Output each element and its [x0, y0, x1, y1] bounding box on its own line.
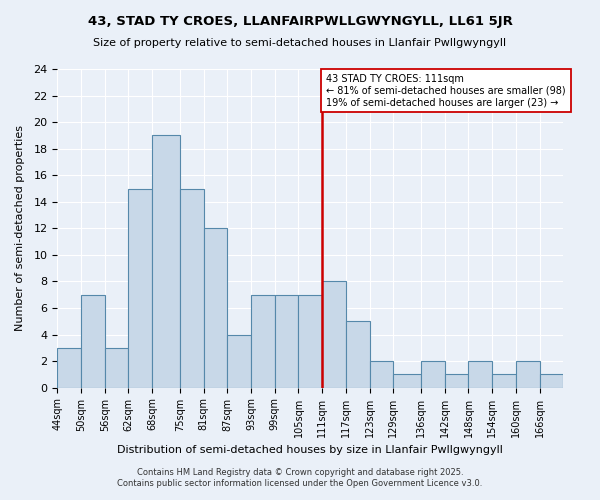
Bar — [445, 374, 469, 388]
Bar — [152, 136, 180, 388]
Bar — [492, 374, 516, 388]
Bar — [180, 188, 203, 388]
Text: Contains HM Land Registry data © Crown copyright and database right 2025.
Contai: Contains HM Land Registry data © Crown c… — [118, 468, 482, 487]
Bar — [275, 294, 298, 388]
Bar — [298, 294, 322, 388]
Bar — [128, 188, 152, 388]
Bar — [203, 228, 227, 388]
Bar — [394, 374, 421, 388]
Bar — [370, 361, 394, 388]
Bar — [421, 361, 445, 388]
Bar — [516, 361, 539, 388]
Text: 43 STAD TY CROES: 111sqm
← 81% of semi-detached houses are smaller (98)
19% of s: 43 STAD TY CROES: 111sqm ← 81% of semi-d… — [326, 74, 566, 108]
Bar — [251, 294, 275, 388]
Bar — [105, 348, 128, 388]
Bar — [58, 348, 81, 388]
Text: Size of property relative to semi-detached houses in Llanfair Pwllgwyngyll: Size of property relative to semi-detach… — [94, 38, 506, 48]
Bar — [227, 334, 251, 388]
Bar — [539, 374, 563, 388]
X-axis label: Distribution of semi-detached houses by size in Llanfair Pwllgwyngyll: Distribution of semi-detached houses by … — [118, 445, 503, 455]
Y-axis label: Number of semi-detached properties: Number of semi-detached properties — [15, 126, 25, 332]
Text: 43, STAD TY CROES, LLANFAIRPWLLGWYNGYLL, LL61 5JR: 43, STAD TY CROES, LLANFAIRPWLLGWYNGYLL,… — [88, 15, 512, 28]
Bar — [346, 322, 370, 388]
Bar — [322, 282, 346, 388]
Bar — [469, 361, 492, 388]
Bar — [81, 294, 105, 388]
